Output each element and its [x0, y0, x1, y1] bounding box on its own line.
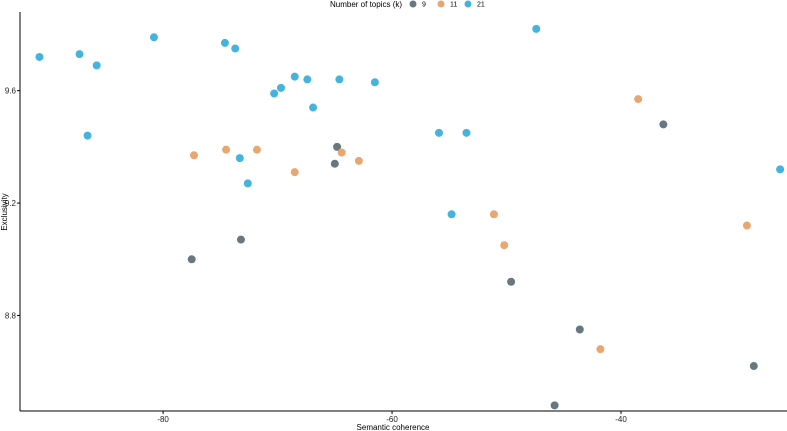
data-point-k21 — [290, 72, 299, 81]
data-point-k21 — [309, 103, 318, 112]
data-point-k21 — [277, 83, 286, 92]
data-point-k21 — [335, 75, 344, 84]
y-tick-label: 8.8 — [5, 311, 17, 320]
data-point-k21 — [434, 128, 443, 137]
data-point-k9 — [659, 120, 668, 129]
x-axis-title: Semantic coherence — [357, 423, 430, 431]
data-point-k21 — [370, 78, 379, 87]
y-tick-label: 9.2 — [5, 199, 17, 208]
legend-label-k9: 9 — [422, 2, 426, 9]
data-point-k9 — [333, 142, 342, 151]
data-point-k9 — [749, 362, 758, 371]
axes — [19, 12, 787, 412]
data-point-k21 — [149, 33, 158, 42]
data-point-k11 — [190, 151, 199, 160]
data-point-k11 — [290, 168, 299, 177]
legend-marker-k9 — [409, 0, 417, 8]
data-point-k21 — [83, 131, 92, 140]
data-point-k11 — [596, 345, 605, 354]
data-point-k11 — [634, 95, 643, 104]
data-point-k11 — [337, 148, 346, 157]
data-point-k9 — [330, 159, 339, 168]
data-point-k21 — [35, 52, 44, 61]
x-tick-label: -80 — [157, 415, 169, 424]
data-point-k9 — [507, 277, 516, 286]
data-point-k21 — [231, 44, 240, 53]
data-point-k11 — [252, 145, 261, 154]
data-point-k21 — [776, 165, 785, 174]
data-point-k11 — [489, 210, 498, 219]
legend-label-k21: 21 — [477, 2, 485, 9]
legend-marker-k11 — [437, 0, 445, 8]
data-point-k11 — [222, 145, 231, 154]
y-tick-label: 9.6 — [5, 87, 17, 96]
data-point-k21 — [235, 154, 244, 163]
legend-title: Number of topics (k) — [330, 0, 402, 9]
data-point-k9 — [575, 325, 584, 334]
data-point-k21 — [462, 128, 471, 137]
legend: Number of topics (k) 9 11 21 — [330, 0, 485, 9]
data-point-k21 — [75, 50, 84, 59]
data-point-k21 — [447, 210, 456, 219]
data-point-k11 — [500, 241, 509, 250]
data-point-k21 — [532, 24, 541, 33]
data-point-k21 — [92, 61, 101, 70]
x-tick-label: -60 — [386, 415, 398, 424]
x-tick-label: -40 — [615, 415, 627, 424]
legend-label-k11: 11 — [450, 2, 457, 9]
data-point-k21 — [303, 75, 312, 84]
data-point-k9 — [550, 401, 559, 410]
data-point-k21 — [270, 89, 279, 98]
legend-marker-k21 — [464, 0, 472, 8]
data-point-k9 — [187, 255, 196, 264]
data-point-k11 — [354, 156, 363, 165]
data-point-k21 — [220, 38, 229, 47]
data-point-k21 — [243, 179, 252, 188]
data-point-k9 — [236, 235, 245, 244]
y-axis-title: Exclusivity — [0, 193, 9, 230]
data-point-k11 — [742, 221, 751, 230]
